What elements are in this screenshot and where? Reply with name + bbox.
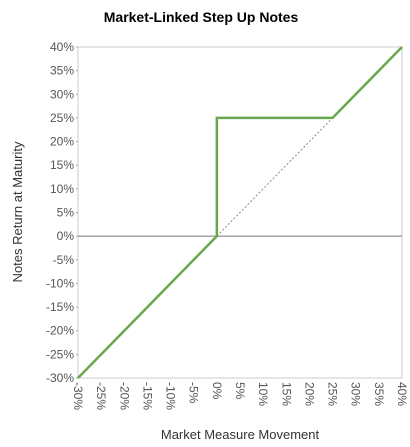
notes-return-line bbox=[77, 46, 403, 379]
y-tick-label: 20% bbox=[50, 135, 74, 149]
x-tick-label: -20% bbox=[117, 382, 131, 410]
y-tick-label: 40% bbox=[50, 40, 74, 54]
x-tick-label: 35% bbox=[372, 382, 386, 406]
x-tick-label: -30% bbox=[71, 382, 85, 410]
x-tick-label: 25% bbox=[326, 382, 340, 406]
reference-line-dotted bbox=[216, 117, 333, 237]
y-tick-label: 10% bbox=[50, 182, 74, 196]
series-layer bbox=[77, 46, 403, 379]
x-tick-label: 0% bbox=[210, 382, 224, 400]
x-tick-label: 20% bbox=[302, 382, 316, 406]
x-tick-label: 40% bbox=[395, 382, 409, 406]
y-tick-label: 25% bbox=[50, 111, 74, 125]
x-tick-label: -5% bbox=[187, 382, 201, 404]
y-tick-label: -15% bbox=[46, 300, 74, 314]
y-tick-label: -25% bbox=[46, 347, 74, 361]
x-tick-label: 10% bbox=[256, 382, 270, 406]
x-axis-title: Market Measure Movement bbox=[161, 427, 320, 442]
x-tick-label: 15% bbox=[279, 382, 293, 406]
y-axis-title: Notes Return at Maturity bbox=[10, 141, 25, 282]
y-tick-label: 35% bbox=[50, 64, 74, 78]
x-tick-label: -10% bbox=[164, 382, 178, 410]
x-tick-label: -15% bbox=[140, 382, 154, 410]
y-tick-label: 0% bbox=[57, 229, 75, 243]
y-tick-label: -20% bbox=[46, 324, 74, 338]
y-tick-label: -10% bbox=[46, 276, 74, 290]
y-tick-label: 15% bbox=[50, 158, 74, 172]
x-axis-ticks: -30% -25% -20% -15% -10% -5% 0% 5% 10% 15% 20% 25% 3… bbox=[71, 382, 409, 410]
y-tick-label: -5% bbox=[53, 253, 75, 267]
y-tick-label: 5% bbox=[57, 206, 75, 220]
chart-title: Market-Linked Step Up Notes bbox=[104, 9, 299, 25]
x-tick-label: 5% bbox=[233, 382, 247, 400]
y-tick-label: 30% bbox=[50, 87, 74, 101]
x-tick-label: -25% bbox=[94, 382, 108, 410]
y-tick-label: -30% bbox=[46, 371, 74, 385]
x-tick-label: 30% bbox=[349, 382, 363, 406]
y-axis-ticks: 40% 35% 30% 25% 20% 15% 10% 5% 0% -5% -10% -15% -20%… bbox=[46, 40, 78, 385]
